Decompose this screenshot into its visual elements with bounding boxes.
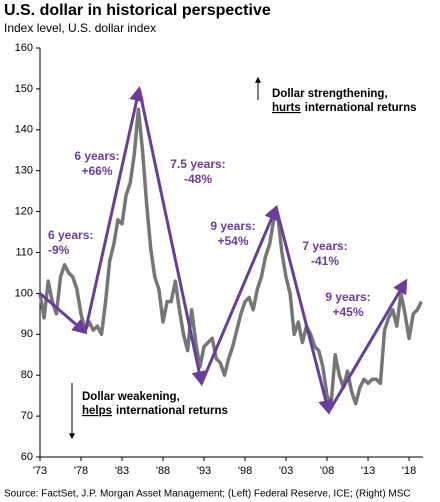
y-tick-label: 100: [15, 287, 33, 299]
y-tick-label: 60: [21, 451, 33, 463]
note-rest: international returns: [116, 405, 228, 417]
y-tick-label: 120: [15, 206, 33, 218]
annotation: +54%: [217, 234, 248, 248]
annotation: 7 years:: [302, 239, 347, 253]
annotation: 9 years:: [210, 219, 255, 233]
x-tick-label: '88: [156, 465, 170, 477]
y-tick-label: 80: [21, 369, 33, 381]
x-tick-label: '18: [402, 465, 416, 477]
x-tick-label: '73: [33, 465, 47, 477]
note-up-2: hurts international returns: [272, 102, 417, 114]
note-up: Dollar strengthening,: [272, 88, 388, 100]
x-tick-label: '13: [361, 465, 375, 477]
note-emph: hurts: [272, 102, 301, 114]
note-down: Dollar weakening,: [82, 391, 180, 403]
x-tick-label: '78: [74, 465, 88, 477]
trend-arrow: [200, 204, 279, 384]
y-tick-label: 160: [15, 42, 33, 54]
subtitle: Index level, U.S. dollar index: [4, 21, 156, 35]
annotation: 7.5 years:: [170, 157, 225, 171]
annotation: 6 years:: [48, 228, 93, 242]
annotation: +66%: [81, 164, 112, 178]
x-tick-label: '83: [115, 465, 129, 477]
chart-title: U.S. dollar in historical perspective: [4, 2, 271, 19]
y-tick-label: 130: [15, 165, 33, 177]
x-tick-label: '03: [279, 465, 293, 477]
index-line: [38, 107, 423, 406]
annotation: -48%: [184, 172, 212, 186]
trend-arrow: [137, 88, 207, 387]
x-tick-label: '08: [320, 465, 334, 477]
trend-arrow: [83, 85, 144, 333]
source: Source: FactSet, J.P. Morgan Asset Manag…: [4, 489, 411, 500]
annotation: -41%: [311, 254, 339, 268]
annotation: -9%: [48, 243, 70, 257]
annotation: +45%: [332, 305, 363, 319]
annotation: 9 years:: [325, 290, 370, 304]
trend-arrow: [39, 292, 88, 335]
trend-arrow: [274, 207, 333, 415]
note-down-2: helps international returns: [82, 405, 228, 417]
y-tick-label: 150: [15, 83, 33, 95]
annotation: 6 years:: [74, 149, 119, 163]
x-tick-label: '93: [197, 465, 211, 477]
y-tick-label: 70: [21, 410, 33, 422]
x-tick-label: '98: [238, 465, 252, 477]
trend-arrow: [327, 278, 408, 413]
note-rest: international returns: [305, 102, 417, 114]
y-tick-label: 140: [15, 124, 33, 136]
note-emph: helps: [82, 405, 112, 417]
y-tick-label: 110: [15, 246, 33, 258]
y-tick-label: 90: [21, 328, 33, 340]
